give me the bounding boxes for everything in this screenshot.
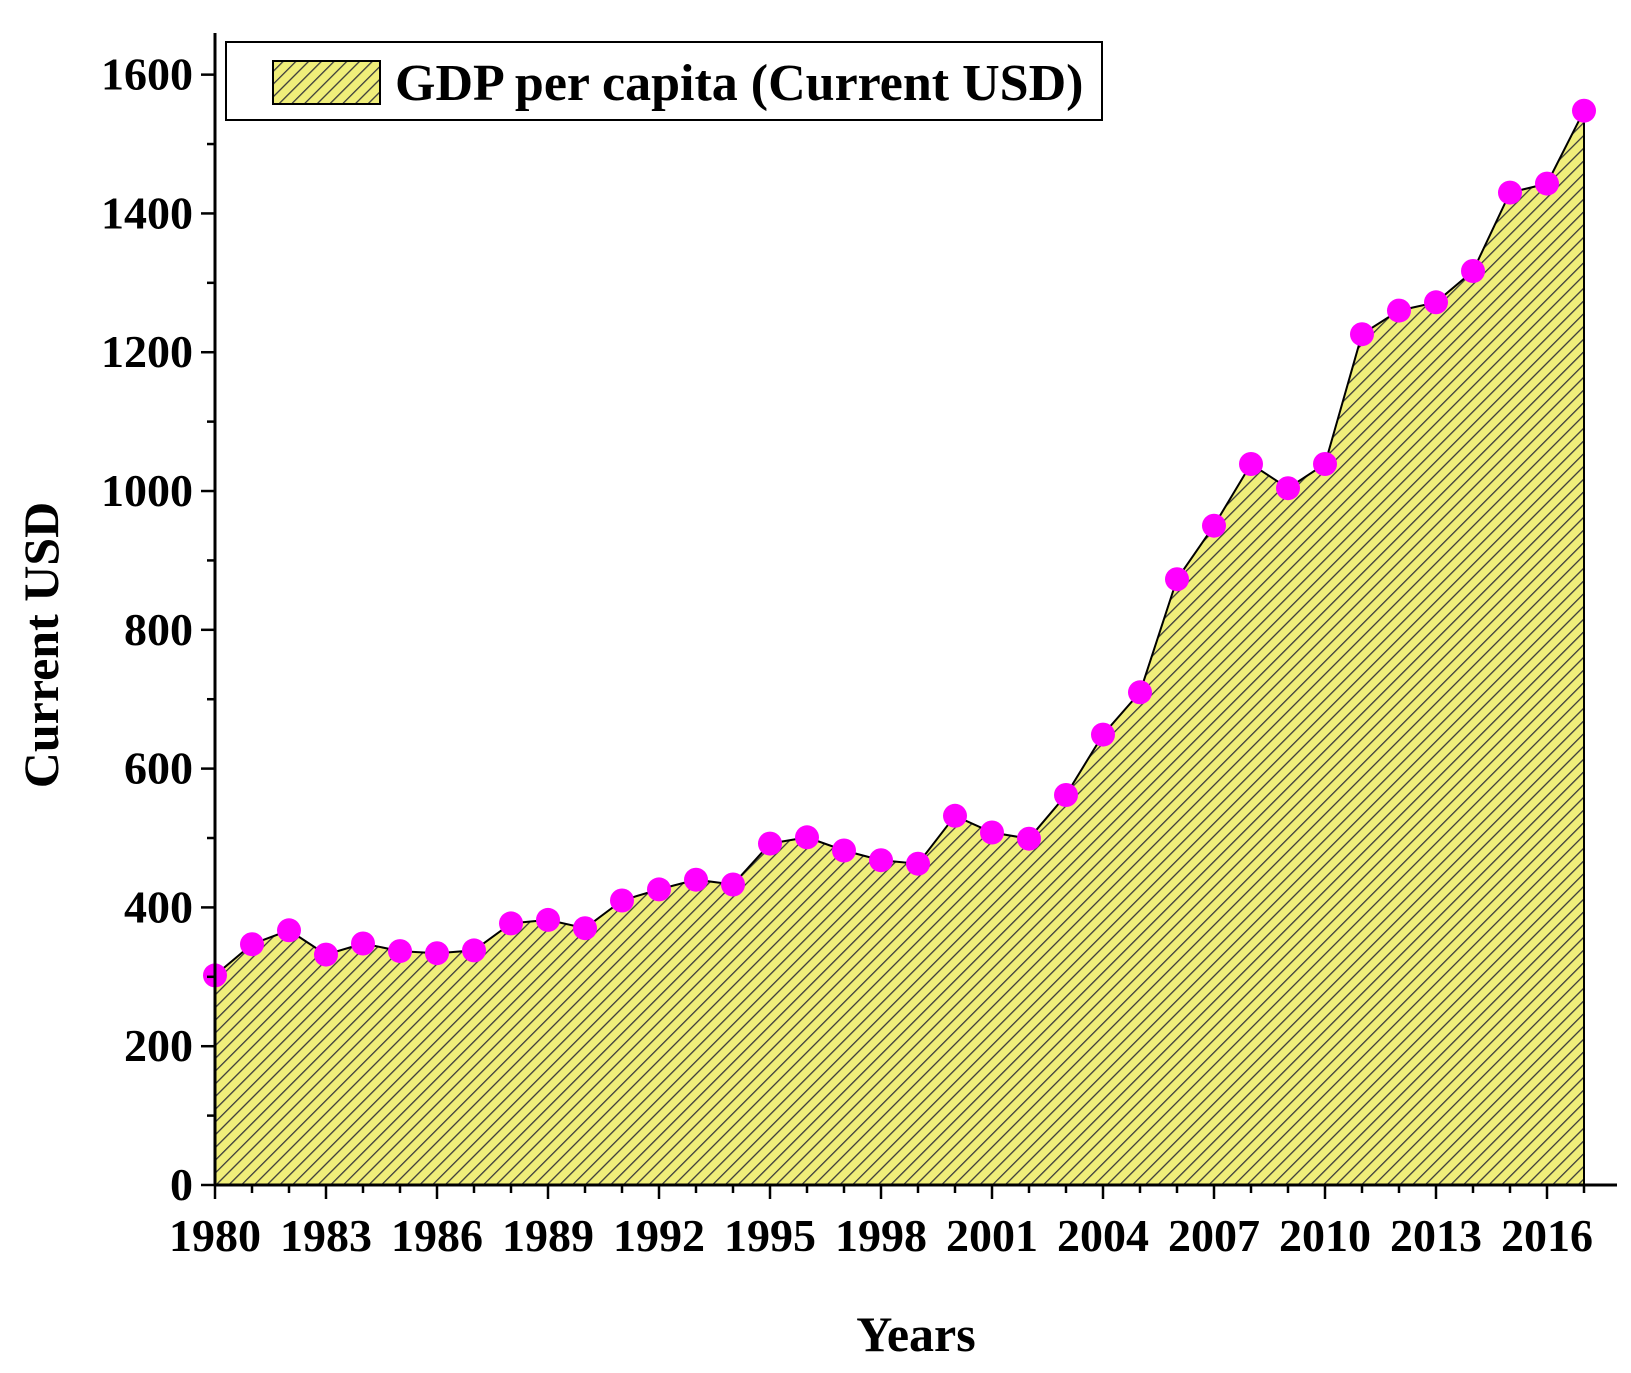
data-point-2017	[1572, 98, 1596, 123]
x-axis-title: Years	[856, 1306, 975, 1362]
y-tick-label-800: 800	[124, 604, 193, 655]
data-point-1986	[425, 941, 449, 966]
data-point-2016	[1535, 171, 1559, 196]
data-point-1984	[351, 931, 375, 956]
data-point-2004	[1091, 722, 1115, 747]
data-point-1988	[499, 911, 523, 936]
data-point-1987	[462, 938, 486, 963]
data-point-2001	[980, 820, 1004, 845]
data-point-1996	[795, 825, 819, 850]
x-tick-label-1998: 1998	[835, 1210, 927, 1261]
y-tick-label-0: 0	[170, 1159, 193, 1210]
data-point-2014	[1461, 259, 1485, 283]
data-point-2015	[1498, 180, 1522, 205]
data-point-1997	[832, 838, 856, 863]
y-tick-label-1600: 1600	[101, 49, 193, 100]
x-tick-label-2004: 2004	[1057, 1210, 1149, 1261]
data-point-1993	[684, 867, 708, 892]
data-point-2007	[1202, 513, 1226, 538]
legend-swatch	[272, 60, 381, 105]
data-point-2005	[1128, 680, 1152, 705]
data-point-2013	[1424, 290, 1448, 315]
data-point-1999	[906, 851, 930, 876]
data-point-2009	[1276, 476, 1300, 501]
data-point-1995	[758, 831, 782, 856]
area-layer	[214, 110, 1585, 1186]
y-ticks: 0 200 400 600 800 1000 1200 1400 1600	[101, 49, 215, 1210]
x-tick-label-1983: 1983	[280, 1210, 372, 1261]
x-tick-label-2001: 2001	[946, 1210, 1038, 1261]
data-point-2010	[1313, 452, 1337, 476]
data-point-2006	[1165, 567, 1189, 592]
x-tick-label-1980: 1980	[169, 1210, 261, 1261]
data-point-1981	[240, 932, 264, 957]
data-point-1989	[536, 907, 560, 932]
x-tick-label-1992: 1992	[613, 1210, 705, 1261]
data-point-2002	[1017, 826, 1041, 851]
legend: GDP per capita (Current USD)	[225, 41, 1103, 121]
data-point-1990	[573, 916, 597, 941]
x-tick-label-1995: 1995	[724, 1210, 816, 1261]
y-axis-title: Current USD	[13, 502, 69, 789]
data-point-2000	[943, 803, 967, 828]
data-point-1998	[869, 848, 893, 873]
y-tick-label-1400: 1400	[101, 187, 193, 238]
data-point-2012	[1387, 298, 1411, 323]
y-tick-label-400: 400	[124, 881, 193, 932]
data-point-2008	[1239, 452, 1263, 476]
data-point-1985	[388, 939, 412, 964]
data-point-1992	[647, 877, 671, 902]
data-point-2003	[1054, 783, 1078, 807]
x-ticks: 1980 1983 1986 1989 1992 1995 1998 2001 2004 2007…	[169, 1185, 1593, 1261]
y-tick-label-600: 600	[124, 743, 193, 794]
data-point-1991	[610, 888, 634, 913]
data-point-2011	[1350, 322, 1374, 347]
x-tick-label-2007: 2007	[1168, 1210, 1260, 1261]
data-point-1983	[314, 942, 338, 967]
marker-layer	[203, 98, 1596, 988]
x-tick-label-1986: 1986	[391, 1210, 483, 1261]
y-tick-label-1200: 1200	[101, 326, 193, 377]
legend-label: GDP per capita (Current USD)	[395, 55, 1083, 112]
y-tick-label-200: 200	[124, 1020, 193, 1071]
data-point-1982	[277, 918, 301, 943]
axes	[213, 33, 1617, 1187]
x-tick-label-2016: 2016	[1501, 1210, 1593, 1261]
area-series	[214, 110, 1585, 1186]
x-tick-label-2010: 2010	[1279, 1210, 1371, 1261]
y-tick-label-1000: 1000	[101, 465, 193, 516]
data-point-1994	[721, 872, 745, 897]
x-tick-label-2013: 2013	[1390, 1210, 1482, 1261]
x-tick-label-1989: 1989	[502, 1210, 594, 1261]
